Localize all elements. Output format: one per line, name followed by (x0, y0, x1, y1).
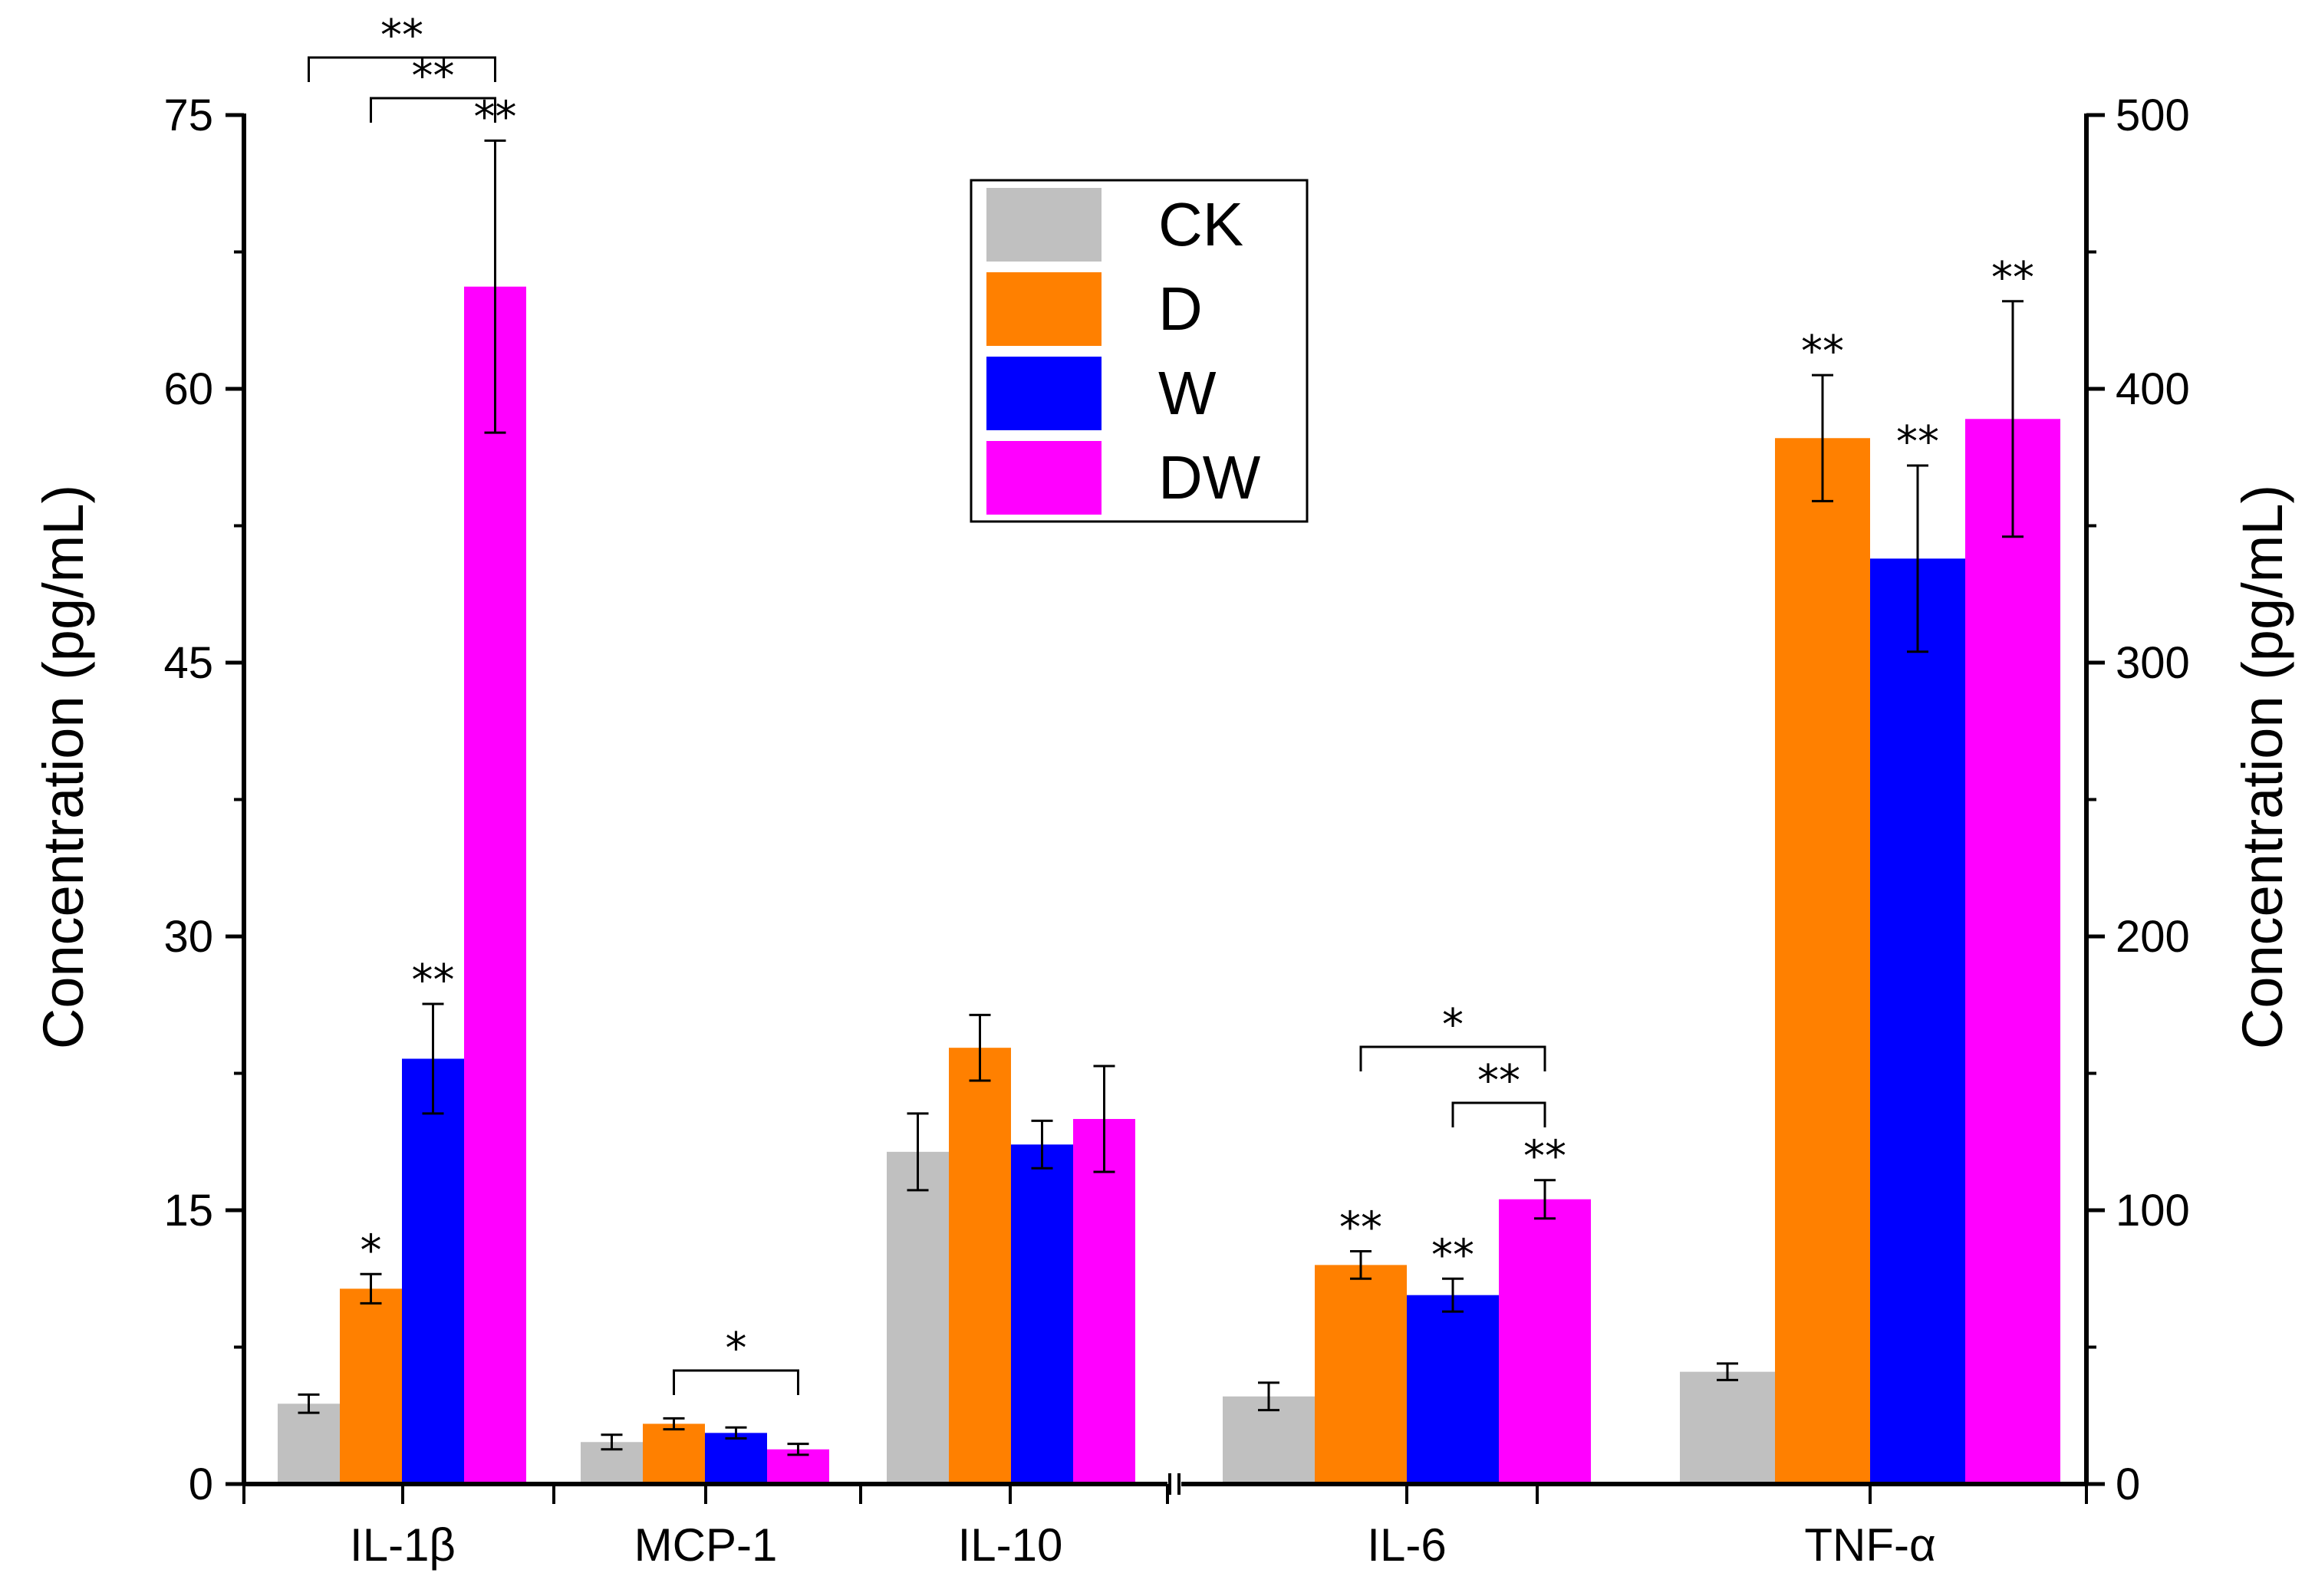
axes-layer: 0 15 30 45 60 75 0 100 200 300 400 500 IL-1β MCP-1 IL-… (163, 90, 2189, 1571)
bracket-label: ** (380, 11, 423, 61)
x-category-label: TNF-α (1804, 1519, 1935, 1571)
y-axis-label-right: Concentration (pg/mL) (2231, 485, 2294, 1049)
bracket-label: ** (412, 51, 455, 101)
y-tick-label-left: 0 (189, 1459, 213, 1509)
bar-TNF-α-CK (1680, 1371, 1775, 1484)
legend: CK DW DW (970, 179, 1309, 523)
significance-bracket (308, 56, 496, 82)
legend-swatch-CK (986, 188, 1102, 262)
significance-star: ** (1991, 253, 2034, 303)
x-category-label: MCP-1 (634, 1519, 778, 1571)
y-tick-label-right: 200 (2116, 912, 2190, 962)
significance-bracket (673, 1369, 799, 1395)
bars-layer (278, 286, 2060, 1485)
x-category-label: IL-6 (1367, 1519, 1446, 1571)
significance-star: ** (1339, 1203, 1382, 1253)
y-tick-label-right: 0 (2116, 1459, 2140, 1509)
significance-star: ** (1431, 1230, 1474, 1280)
significance-star: ** (1523, 1132, 1566, 1182)
error-bars-layer (298, 139, 2024, 1456)
y-tick-label-left: 60 (163, 364, 213, 414)
x-category-label: IL-10 (958, 1519, 1063, 1571)
legend-swatch-DW (986, 441, 1102, 515)
bracket-label: * (726, 1324, 747, 1374)
legend-label-CK: CK (1158, 190, 1243, 258)
bar-IL-6-DW (1499, 1199, 1591, 1484)
bar-IL-10-DW (1073, 1119, 1135, 1484)
bar-TNF-α-D (1775, 438, 1870, 1484)
significance-star: ** (1896, 417, 1939, 467)
bar-TNF-α-DW (1965, 419, 2060, 1484)
significance-layer: ************************* (308, 11, 2034, 1395)
bar-IL-6-D (1315, 1265, 1407, 1484)
bar-MCP-1-W (705, 1433, 767, 1484)
bar-IL-10-W (1011, 1144, 1073, 1484)
y-tick-label-right: 400 (2116, 364, 2190, 414)
y-axis-label-left: Concentration (pg/mL) (31, 485, 95, 1049)
legend-swatch-D (986, 272, 1102, 346)
bar-TNF-α-W (1870, 558, 1965, 1484)
significance-star: ** (1801, 327, 1844, 377)
y-tick-label-right: 500 (2116, 90, 2190, 140)
bar-IL-1β-CK (278, 1403, 340, 1484)
bar-IL-1β-W (402, 1058, 464, 1484)
y-tick-label-right: 100 (2116, 1186, 2190, 1236)
legend-label-W: W (1158, 359, 1217, 427)
y-tick-label-left: 15 (163, 1186, 213, 1236)
bar-IL-1β-DW (464, 286, 526, 1485)
y-tick-label-left: 75 (163, 90, 213, 140)
legend-label-DW: DW (1158, 443, 1261, 512)
significance-star: ** (412, 956, 455, 1005)
legend-label-D: D (1158, 275, 1203, 343)
significance-star: * (361, 1226, 382, 1275)
bar-IL-1β-D (340, 1288, 402, 1484)
x-category-label: IL-1β (350, 1519, 456, 1571)
bar-IL-10-CK (887, 1151, 949, 1484)
y-tick-label-left: 45 (163, 638, 213, 688)
bar-MCP-1-D (643, 1423, 705, 1484)
y-tick-label-left: 30 (163, 912, 213, 962)
significance-bracket (1451, 1101, 1546, 1127)
legend-swatch-W (986, 357, 1102, 430)
bracket-label: ** (1477, 1056, 1520, 1106)
bar-IL-10-D (949, 1048, 1011, 1484)
bar-IL-6-W (1407, 1295, 1499, 1484)
y-tick-label-right: 300 (2116, 638, 2190, 688)
bracket-label: * (1442, 1000, 1464, 1050)
significance-bracket (1359, 1045, 1546, 1071)
significance-bracket (370, 97, 496, 123)
